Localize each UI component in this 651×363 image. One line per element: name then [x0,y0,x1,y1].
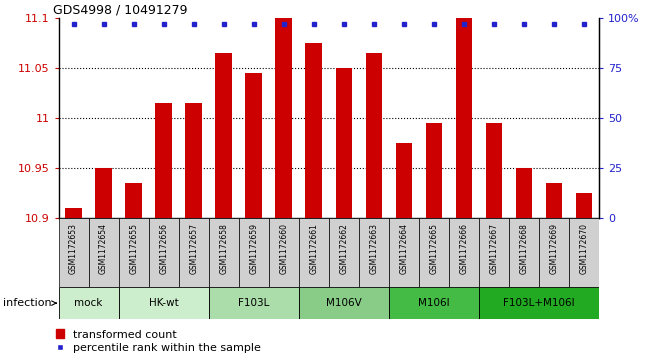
Bar [449,218,479,287]
Bar [95,168,112,218]
Text: HK-wt: HK-wt [149,298,178,308]
Bar [456,18,472,218]
Text: GSM1172656: GSM1172656 [159,223,168,274]
Text: GSM1172668: GSM1172668 [519,223,529,274]
Text: GSM1172659: GSM1172659 [249,223,258,274]
Bar [546,183,562,218]
Bar [239,218,269,287]
Bar [65,208,82,218]
Bar [209,287,299,319]
Bar [486,123,502,218]
Text: GSM1172669: GSM1172669 [549,223,559,274]
Text: GSM1172658: GSM1172658 [219,223,229,274]
Legend: transformed count, percentile rank within the sample: transformed count, percentile rank withi… [51,325,266,358]
Text: GSM1172665: GSM1172665 [429,223,438,274]
Bar [299,287,389,319]
Bar [365,53,382,218]
Bar [359,218,389,287]
Text: GSM1172655: GSM1172655 [129,223,138,274]
Text: GSM1172670: GSM1172670 [579,223,589,274]
Text: M106V: M106V [326,298,362,308]
Text: infection: infection [3,298,52,308]
Bar [426,123,442,218]
Bar [509,218,539,287]
Text: GSM1172654: GSM1172654 [99,223,108,274]
Bar [389,218,419,287]
Bar [516,168,532,218]
Bar [186,103,202,218]
Bar [215,53,232,218]
Bar [479,287,599,319]
Bar [89,218,118,287]
Bar [479,218,509,287]
Bar [569,218,599,287]
Bar [389,287,479,319]
Text: GSM1172666: GSM1172666 [460,223,468,274]
Text: GSM1172657: GSM1172657 [189,223,198,274]
Text: F103L: F103L [238,298,270,308]
Text: GSM1172662: GSM1172662 [339,223,348,274]
Text: GSM1172653: GSM1172653 [69,223,78,274]
Bar [59,218,89,287]
Bar [575,193,592,218]
Text: GSM1172664: GSM1172664 [399,223,408,274]
Text: GSM1172661: GSM1172661 [309,223,318,274]
Bar [396,143,412,218]
Bar [126,183,142,218]
Bar [245,73,262,218]
Bar [59,287,118,319]
Bar [335,68,352,218]
Bar [156,103,172,218]
Bar [329,218,359,287]
Bar [148,218,178,287]
Text: F103L+M106I: F103L+M106I [503,298,575,308]
Bar [118,218,148,287]
Bar [299,218,329,287]
Bar [539,218,569,287]
Text: GSM1172667: GSM1172667 [490,223,499,274]
Text: mock: mock [74,298,103,308]
Bar [269,218,299,287]
Bar [275,18,292,218]
Bar [118,287,209,319]
Text: M106I: M106I [418,298,450,308]
Text: GDS4998 / 10491279: GDS4998 / 10491279 [53,4,187,17]
Text: GSM1172663: GSM1172663 [369,223,378,274]
Bar [209,218,239,287]
Bar [419,218,449,287]
Bar [305,43,322,218]
Bar [178,218,209,287]
Text: GSM1172660: GSM1172660 [279,223,288,274]
